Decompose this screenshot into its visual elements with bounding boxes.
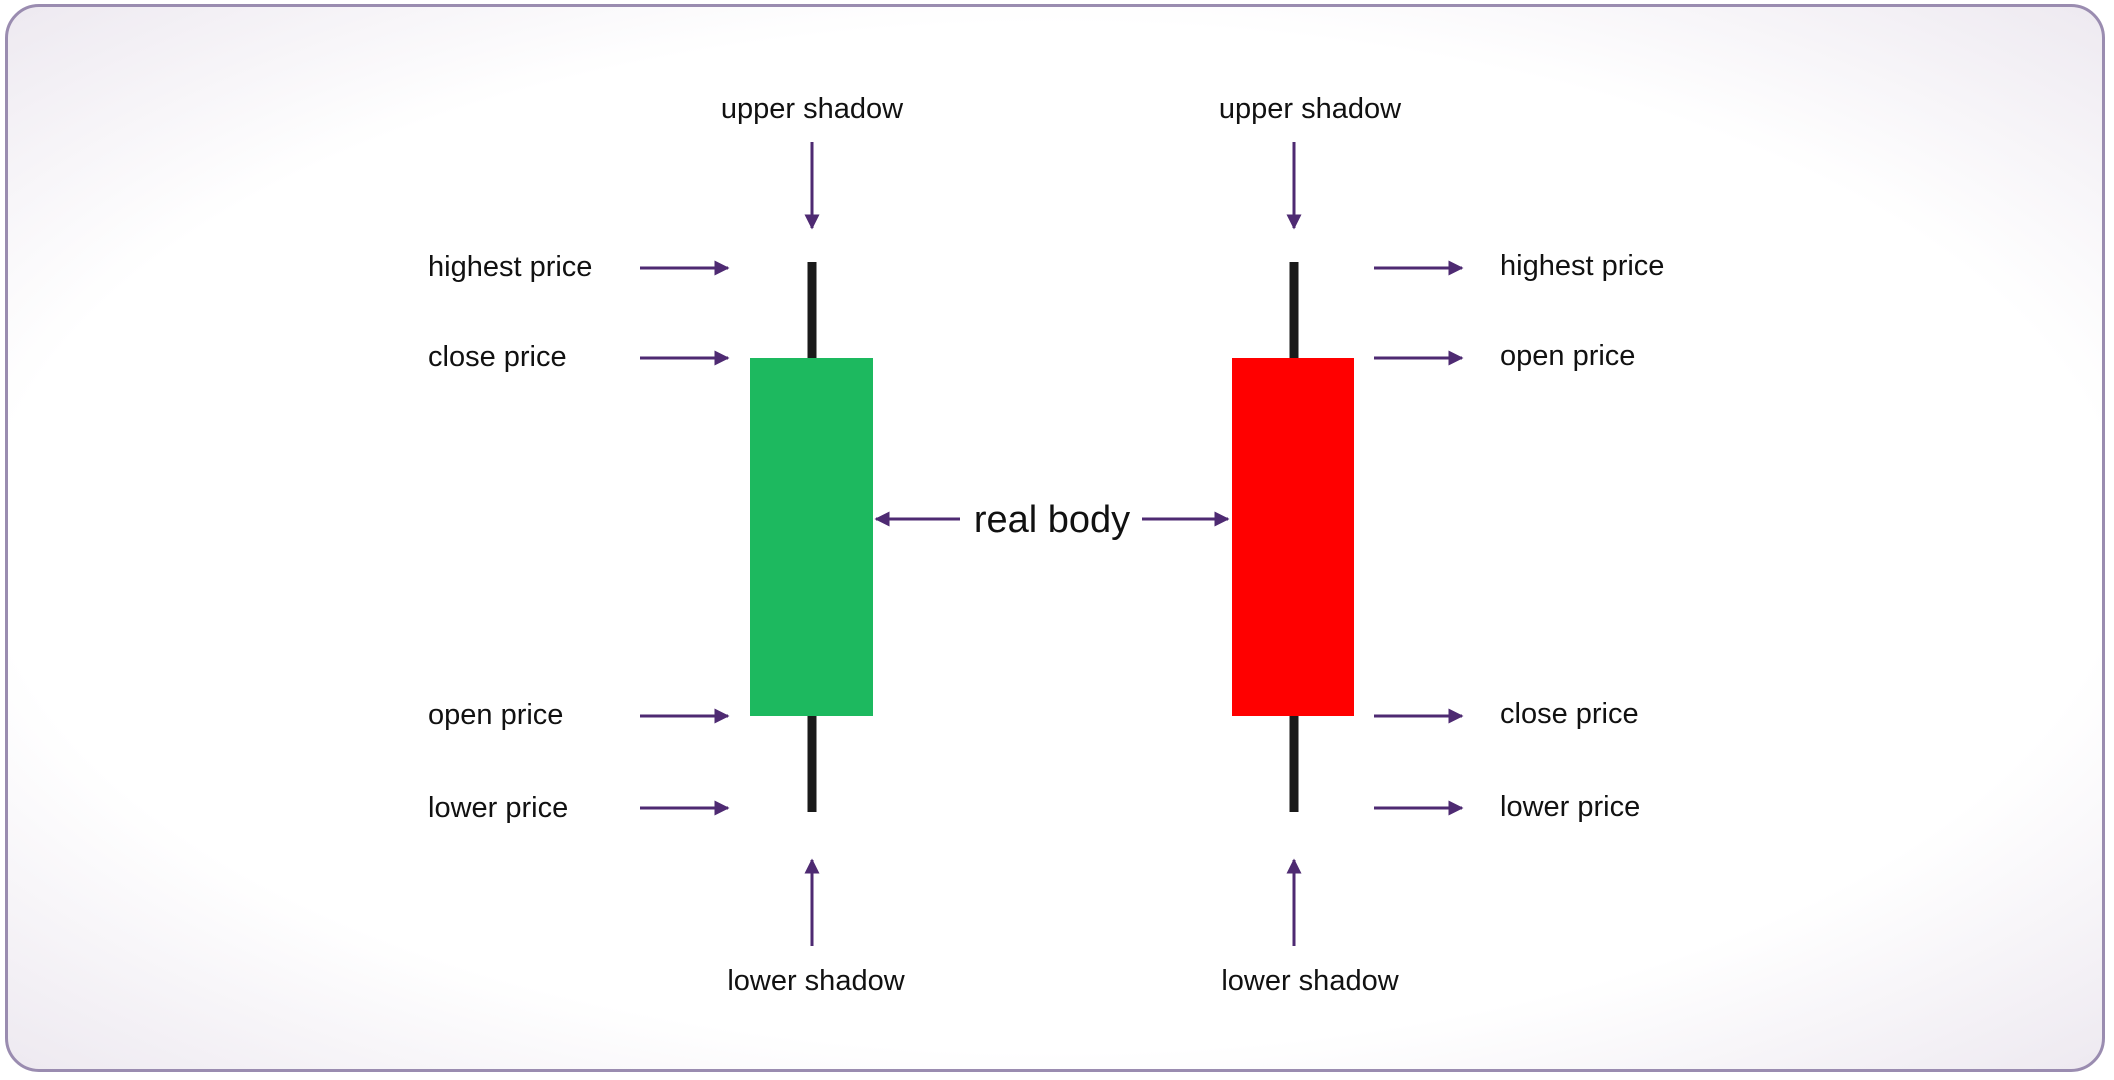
highest-price-label: highest price bbox=[428, 251, 592, 283]
lower-price-label: lower price bbox=[1500, 791, 1640, 823]
lower-price-label: lower price bbox=[428, 792, 568, 824]
bullish-candle bbox=[750, 262, 873, 812]
bearish-candle bbox=[1232, 262, 1354, 812]
close-price-label: close price bbox=[1500, 698, 1639, 730]
lower-shadow-label: lower shadow bbox=[727, 965, 905, 997]
bearish-real-body bbox=[1232, 358, 1354, 716]
real-body-label: real body bbox=[974, 499, 1130, 541]
highest-price-label: highest price bbox=[1500, 250, 1664, 282]
upper-shadow-label: upper shadow bbox=[1219, 93, 1402, 125]
open-price-label: open price bbox=[428, 699, 563, 731]
upper-shadow-label: upper shadow bbox=[721, 93, 904, 125]
lower-shadow-label: lower shadow bbox=[1221, 965, 1399, 997]
open-price-label: open price bbox=[1500, 340, 1635, 372]
bullish-real-body bbox=[750, 358, 873, 716]
close-price-label: close price bbox=[428, 341, 567, 373]
diagram-frame bbox=[5, 4, 2105, 1072]
